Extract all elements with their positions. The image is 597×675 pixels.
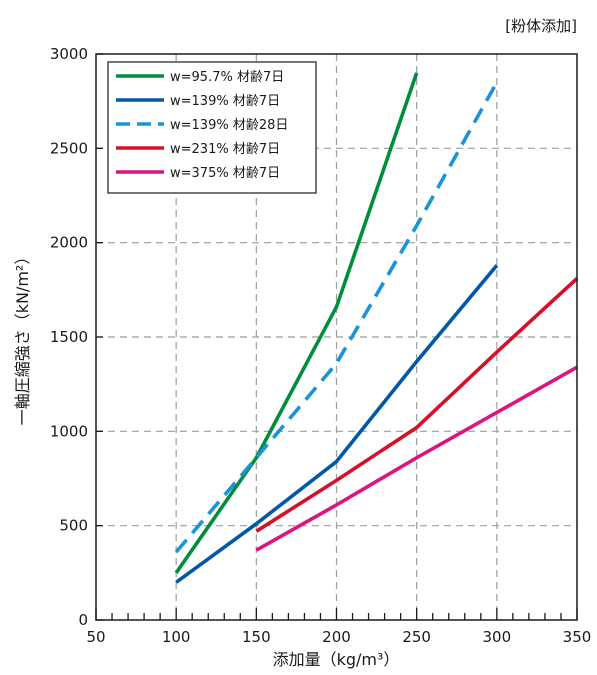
- y-tick-label-3: 1500: [50, 328, 88, 346]
- series-line-0: [174, 72, 419, 574]
- legend-label-2: w=139% 材齢28日: [170, 118, 288, 133]
- x-tick-label-1: 100: [162, 628, 191, 646]
- series-line-1: [175, 264, 499, 584]
- x-tick-label-4: 250: [402, 628, 431, 646]
- plot-frame: [95, 53, 578, 621]
- series-line-4: [255, 365, 578, 552]
- x-tick-label-2: 150: [242, 628, 271, 646]
- series-line-3: [255, 277, 579, 533]
- series-lines: [174, 72, 579, 584]
- y-tick-label-0: 0: [78, 611, 88, 629]
- legend-label-3: w=231% 材齢7日: [170, 142, 280, 157]
- y-tick-label-6: 3000: [50, 45, 88, 63]
- y-axis-title: 一軸圧縮強さ（kN/m²）: [13, 249, 32, 426]
- x-tick-labels: 50 100 150 200 250 300 350: [86, 628, 591, 646]
- series-line-2: [174, 81, 499, 554]
- legend-label-1: w=139% 材齢7日: [170, 94, 280, 109]
- legend: w=95.7% 材齢7日 w=139% 材齢7日 w=139% 材齢28日 w=231…: [107, 61, 317, 194]
- y-tick-label-1: 500: [59, 517, 88, 535]
- x-axis-title: 添加量（kg/m³）: [273, 650, 400, 669]
- legend-label-4: w=375% 材齢7日: [170, 166, 280, 181]
- x-tick-label-5: 300: [483, 628, 512, 646]
- x-tick-label-3: 200: [322, 628, 351, 646]
- powder-note: [粉体添加]: [505, 17, 577, 35]
- y-tick-label-5: 2500: [50, 139, 88, 157]
- x-tick-label-0: 50: [86, 628, 105, 646]
- x-tick-label-6: 350: [563, 628, 592, 646]
- y-tick-labels: 0 500 1000 1500 2000 2500 3000: [50, 45, 88, 629]
- y-tick-label-4: 2000: [50, 234, 88, 252]
- legend-label-0: w=95.7% 材齢7日: [170, 70, 284, 85]
- y-tick-label-2: 1000: [50, 422, 88, 440]
